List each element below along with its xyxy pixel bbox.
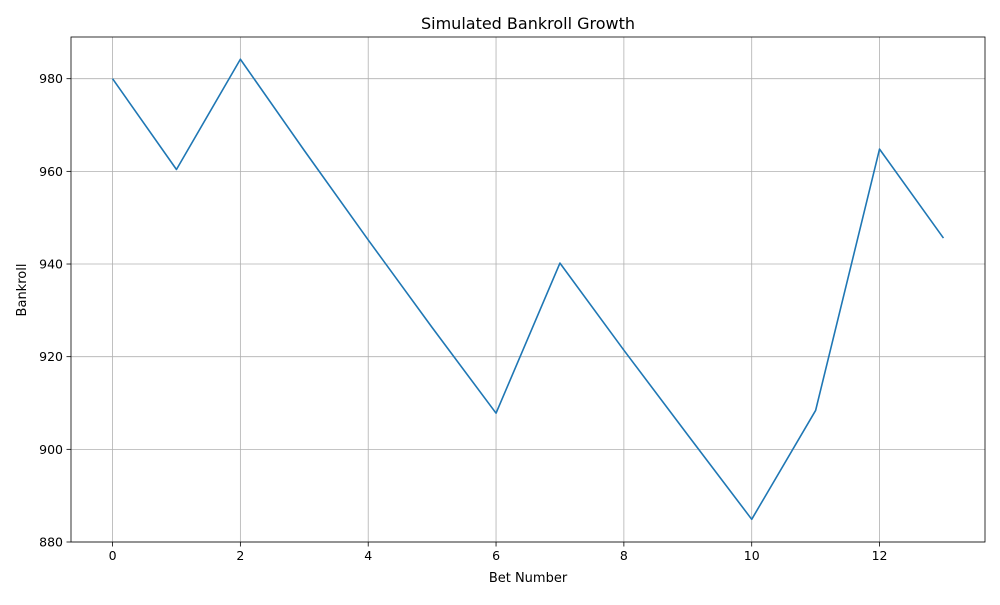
y-axis-label: Bankroll: [15, 264, 30, 317]
y-tick-label: 900: [39, 442, 63, 457]
y-tick-label: 980: [39, 71, 63, 86]
x-tick-label: 2: [236, 548, 244, 563]
y-tick-label: 960: [39, 164, 63, 179]
y-tick-label: 880: [39, 535, 63, 550]
x-axis-label: Bet Number: [489, 571, 568, 586]
chart-title: Simulated Bankroll Growth: [421, 14, 635, 33]
x-tick-label: 8: [620, 548, 628, 563]
x-tick-label: 4: [364, 548, 372, 563]
y-tick-label: 920: [39, 349, 63, 364]
x-tick-label: 10: [744, 548, 760, 563]
x-tick-label: 6: [492, 548, 500, 563]
x-tick-label: 0: [109, 548, 117, 563]
x-tick-label: 12: [872, 548, 888, 563]
y-tick-label: 940: [39, 257, 63, 272]
